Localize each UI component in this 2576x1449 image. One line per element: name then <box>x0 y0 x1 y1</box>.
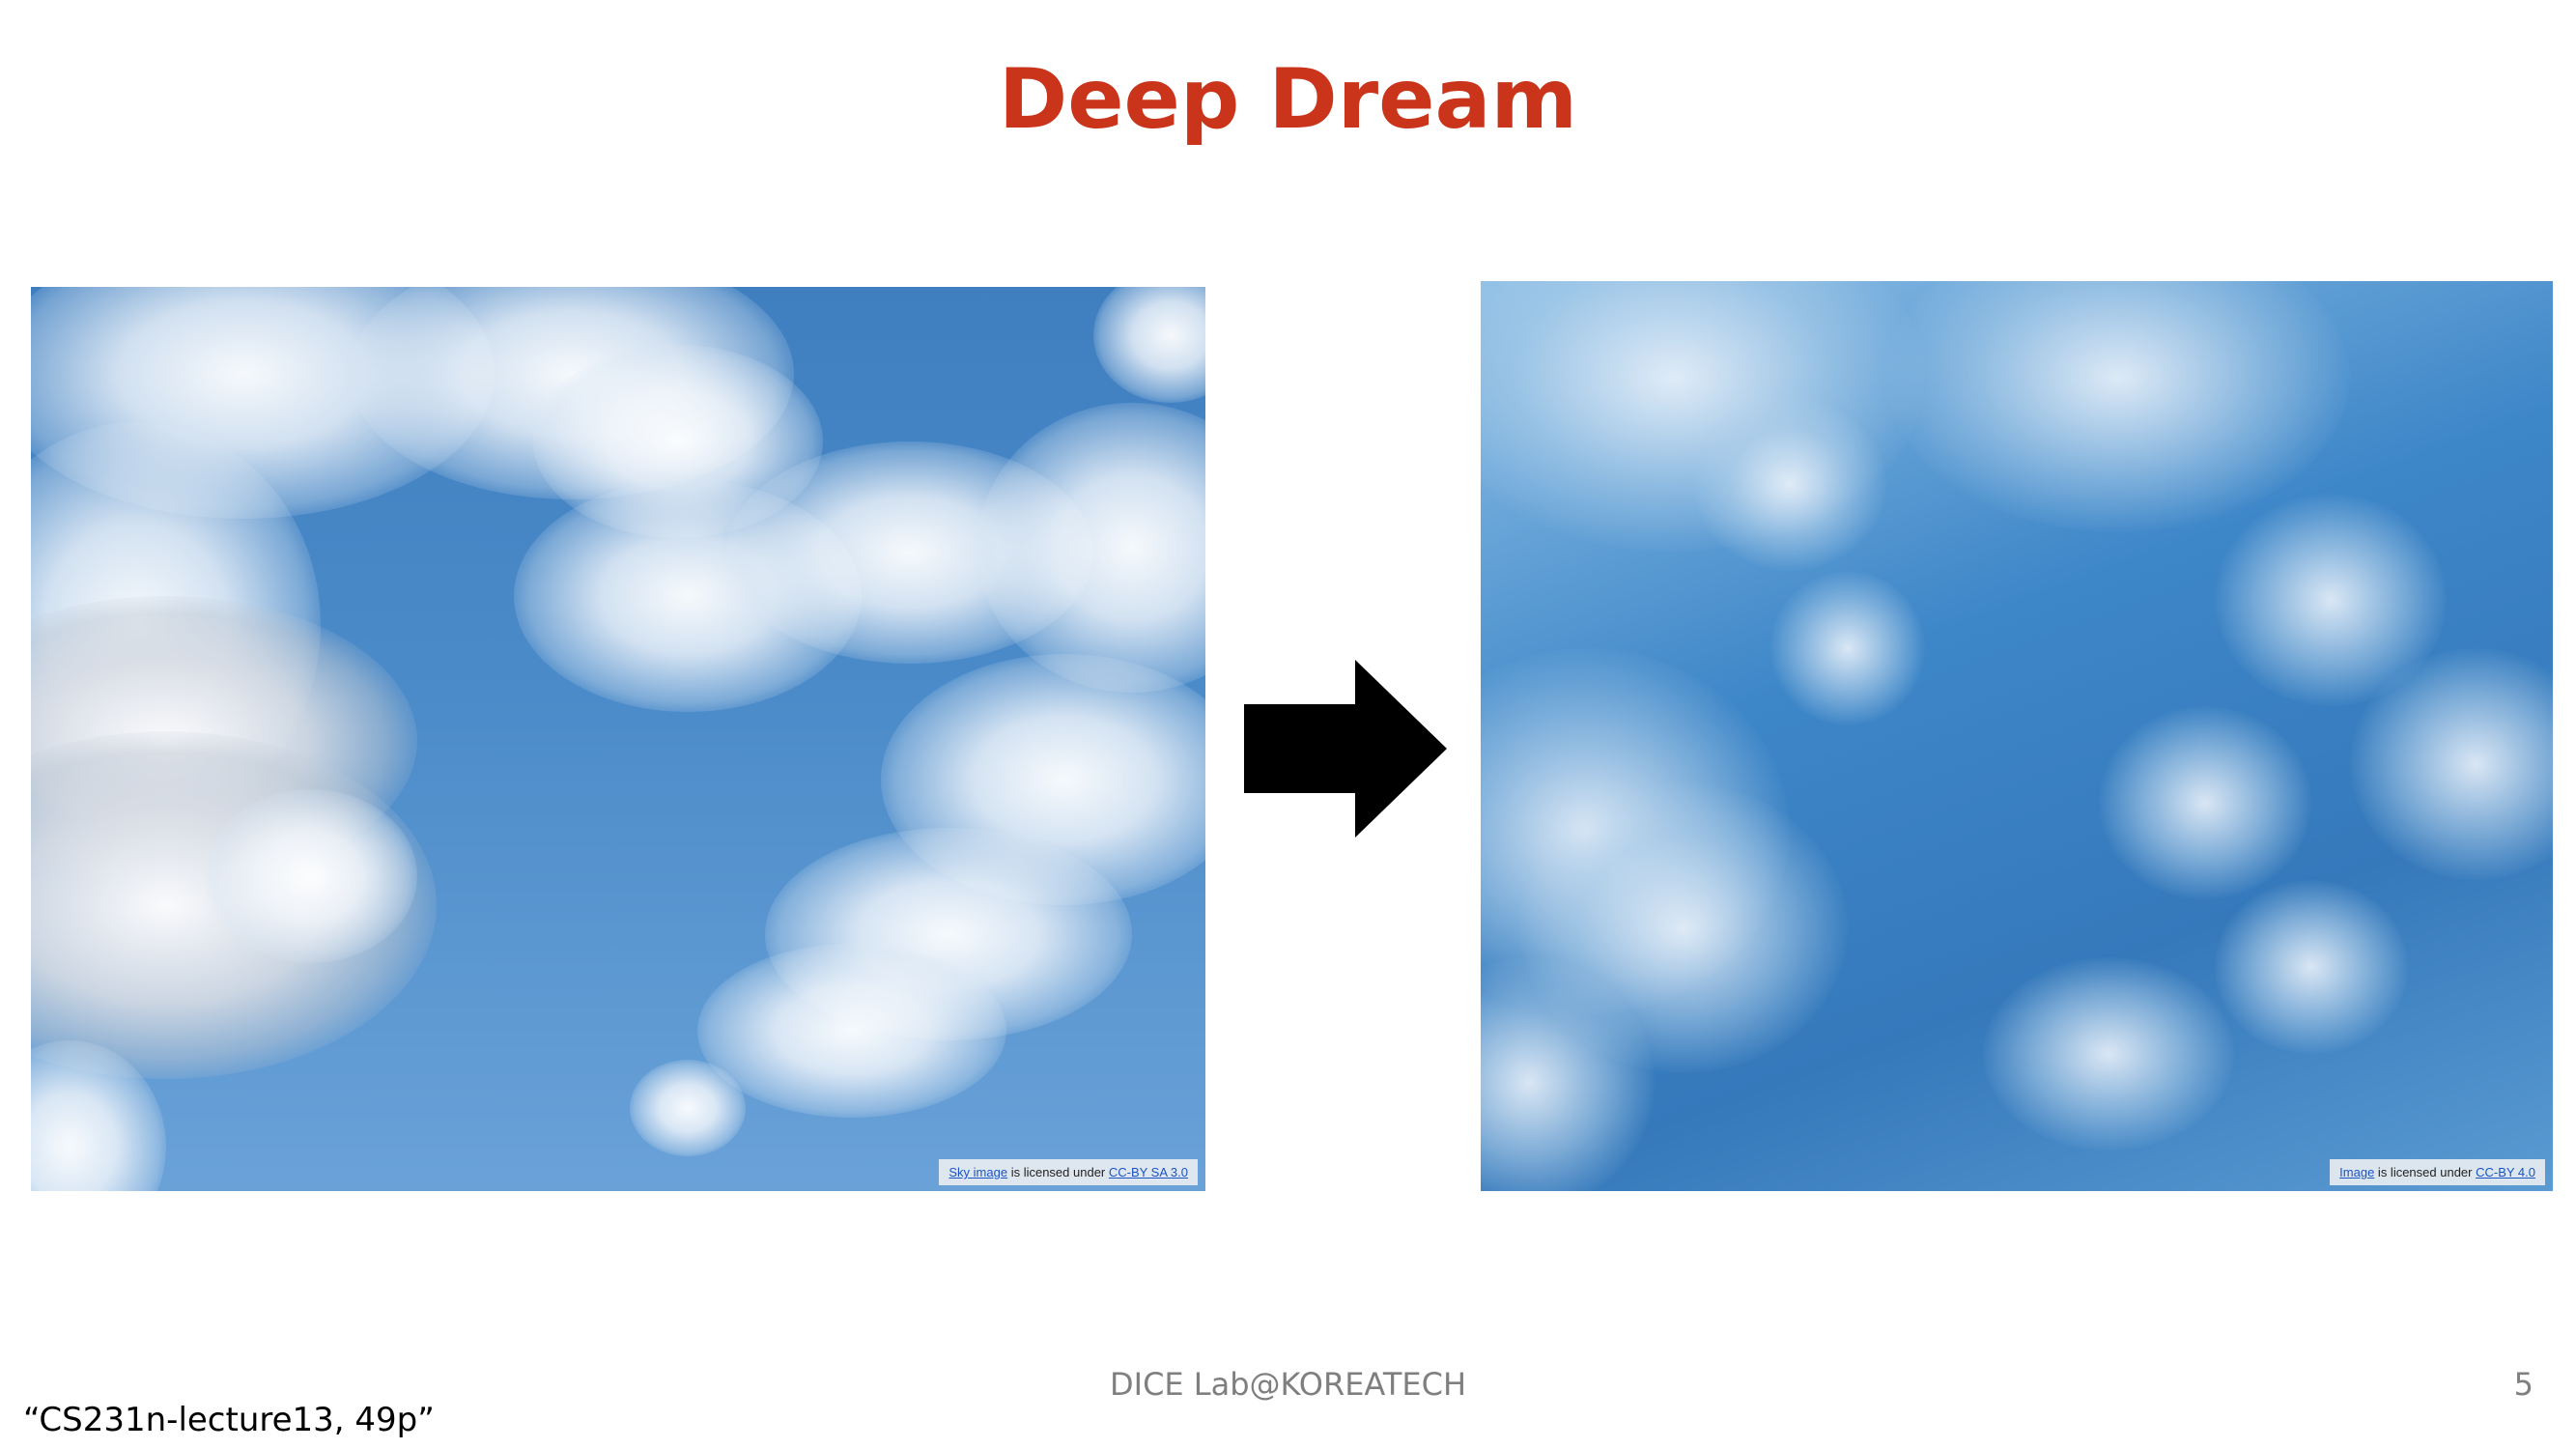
dream-image-link[interactable]: Image <box>2339 1165 2375 1179</box>
page-number: 5 <box>2513 1366 2534 1403</box>
footer-lab-name: DICE Lab@KOREATECH <box>1109 1366 1466 1403</box>
deep-dream-image: Image is licensed under CC-BY 4.0 <box>1481 281 2553 1191</box>
dream-license-link[interactable]: CC-BY 4.0 <box>2476 1165 2535 1179</box>
dream-image-credit: Image is licensed under CC-BY 4.0 <box>2330 1159 2545 1185</box>
right-arrow-icon <box>1244 660 1447 838</box>
source-citation: “CS231n-lecture13, 49p” <box>23 1401 435 1439</box>
sky-license-link[interactable]: CC-BY SA 3.0 <box>1108 1165 1188 1179</box>
sky-image-link[interactable]: Sky image <box>948 1165 1008 1179</box>
sky-image: Sky image is licensed under CC-BY SA 3.0 <box>31 287 1205 1191</box>
slide-title: Deep Dream <box>998 51 1578 148</box>
sky-image-credit: Sky image is licensed under CC-BY SA 3.0 <box>939 1159 1198 1185</box>
